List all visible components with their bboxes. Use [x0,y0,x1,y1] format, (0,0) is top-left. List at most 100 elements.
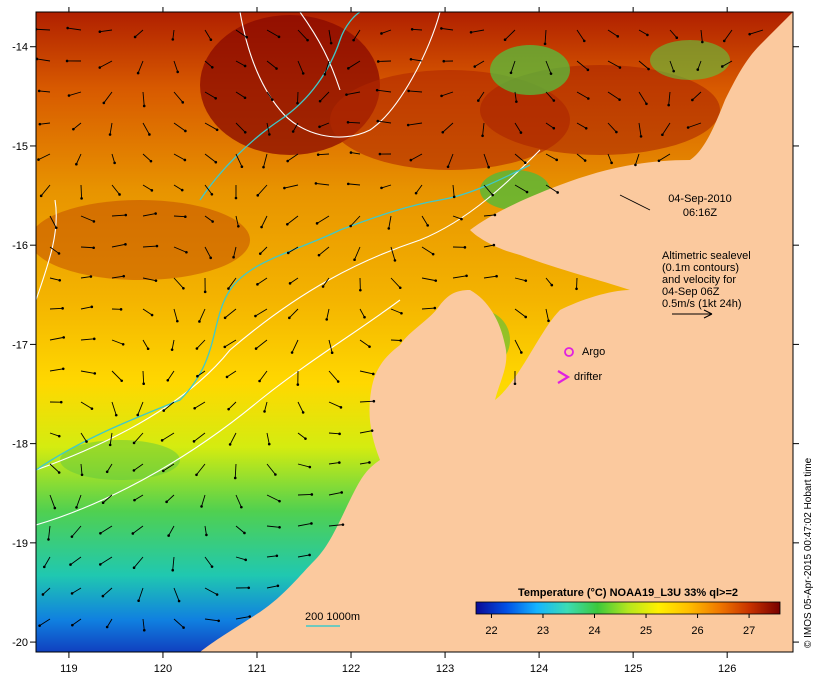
velocity-arrow [173,91,184,103]
velocity-arrow-head [634,163,637,167]
velocity-arrow-head [318,99,322,103]
velocity-arrow-head [256,283,259,286]
velocity-arrow [106,618,113,628]
velocity-arrow [328,432,340,435]
velocity-arrow-head [155,244,159,248]
velocity-arrow [257,184,268,196]
velocity-arrow-head [398,286,402,290]
velocity-arrow-head [340,491,343,494]
velocity-arrow-head [195,347,199,350]
velocity-arrow-head [301,72,305,75]
velocity-arrow-head [314,182,318,185]
velocity-arrow-head [70,592,74,595]
velocity-arrows [36,26,764,632]
velocity-arrow [137,401,144,416]
velocity-arrow-head [58,278,62,282]
velocity-arrow [173,618,184,628]
velocity-arrow [289,277,299,284]
velocity-arrow-head [108,443,112,447]
sealevel-contour [299,12,341,91]
velocity-arrow [235,29,247,38]
velocity-arrow [168,525,175,536]
velocity-arrow [514,308,526,318]
velocity-arrow [638,60,649,70]
velocity-arrow-head [181,101,185,104]
velocity-arrow-head [92,220,96,223]
credit-text: © IMOS 05-Apr-2015 00:47:02 Hobart time [803,457,814,648]
velocity-arrow [328,462,340,465]
velocity-arrow [204,91,216,99]
velocity-arrow-head [136,71,140,75]
velocity-arrow-head [347,67,350,70]
velocity-arrow-head [185,250,188,254]
velocity-arrow [235,153,243,167]
velocity-arrow [328,401,342,408]
velocity-arrow-head [675,36,679,40]
velocity-arrow [70,556,82,565]
velocity-arrow [381,29,392,34]
velocity-arrow [204,29,212,40]
velocity-arrow-head [274,473,277,476]
velocity-arrow-head [196,374,199,378]
x-tick-label: 120 [154,663,172,675]
velocity-arrow-head [645,102,648,106]
velocity-arrow [196,463,206,476]
velocity-arrow-head [587,97,590,100]
sealevel-contour [36,299,401,526]
velocity-arrow-head [176,319,179,323]
velocity-arrow [134,494,144,501]
velocity-arrow-head [296,101,299,105]
velocity-arrow [49,368,64,372]
y-tick-label: -20 [12,637,28,649]
velocity-arrow [421,277,436,282]
velocity-arrow [390,308,402,314]
velocity-arrow [697,60,702,70]
velocity-arrow-head [646,33,649,37]
velocity-arrow [350,152,361,155]
velocity-arrow-head [210,565,214,568]
velocity-arrow-head [359,288,362,292]
velocity-arrow [255,308,268,317]
velocity-arrow [415,184,423,194]
velocity-arrow-head [98,30,102,33]
velocity-arrow-head [701,40,704,44]
velocity-arrow-head [492,243,496,247]
velocity-arrow [723,29,733,42]
isobath-legend-label: 200 1000m [305,611,360,623]
velocity-arrow-head [616,35,620,38]
velocity-arrow-head [85,440,88,443]
map-frame [35,11,794,653]
velocity-arrow [229,432,237,445]
velocity-arrow [163,401,175,411]
velocity-arrow-head [99,531,102,535]
velocity-arrow-head [410,27,414,31]
velocity-arrow-head [268,133,271,136]
velocity-arrow-head [101,501,105,505]
x-tick-label: 122 [342,663,360,675]
velocity-arrow-head [452,195,456,199]
velocity-arrow [142,184,153,191]
velocity-arrow [607,122,617,133]
y-tick-label: -15 [12,141,28,153]
velocity-arrow [638,91,647,105]
velocity-arrow-head [349,224,352,228]
velocity-arrow-head [618,66,622,69]
velocity-arrow-head [228,443,232,446]
velocity-arrow [204,587,218,595]
velocity-arrow-head [47,538,50,541]
velocity-arrow-head [440,94,443,98]
velocity-arrow [142,245,157,248]
velocity-arrow-head [177,599,181,603]
y-tick-label: -17 [12,339,28,351]
velocity-arrow [111,339,124,345]
velocity-arrow [576,60,589,71]
velocity-arrow [201,494,206,507]
velocity-arrow-head [352,38,355,42]
velocity-arrow-head [132,469,136,472]
velocity-arrow [142,370,145,384]
velocity-arrow-head [99,563,102,566]
velocity-arrow [133,463,144,471]
velocity-arrow [39,618,51,627]
velocity-arrow-head [200,505,203,508]
velocity-arrow-head [582,39,586,43]
